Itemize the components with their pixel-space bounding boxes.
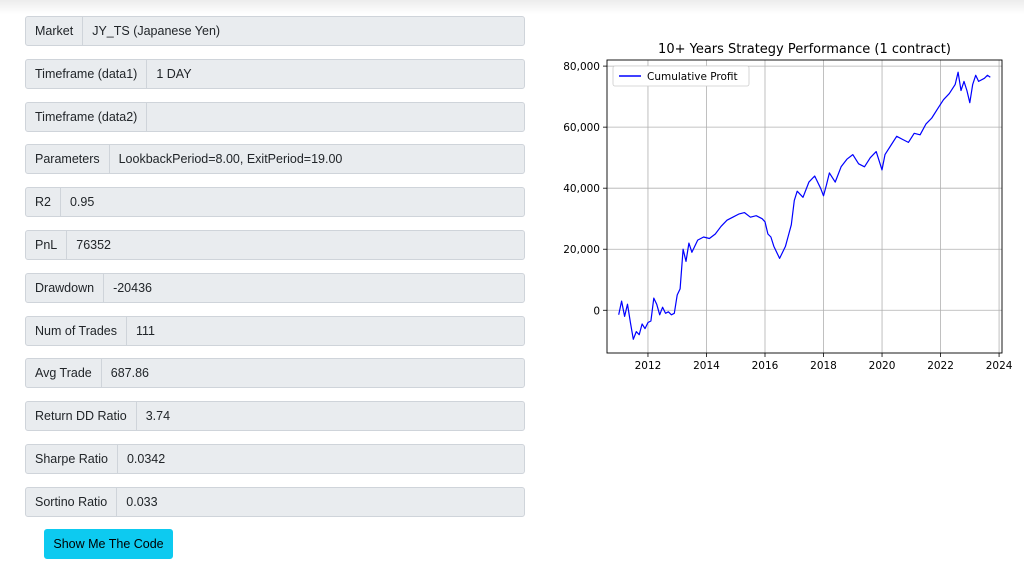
field-label: Return DD Ratio	[26, 402, 137, 431]
field-value: 1 DAY	[156, 66, 192, 81]
field-value: 111	[135, 323, 155, 338]
field-market: Market JY_TS (Japanese Yen)	[25, 16, 525, 46]
y-tick-label: 40,000	[563, 183, 600, 195]
field-value: 76352	[76, 237, 112, 252]
field-label: Timeframe (data2)	[26, 102, 148, 131]
legend-label: Cumulative Profit	[647, 71, 738, 83]
x-tick-label: 2018	[810, 360, 837, 372]
field-sortino-ratio: Sortino Ratio 0.033	[25, 486, 525, 517]
field-timeframe-data1: Timeframe (data1) 1 DAY	[25, 58, 525, 89]
y-tick-label: 80,000	[563, 61, 600, 73]
series-line-0	[618, 71, 991, 340]
legend-box	[612, 65, 750, 87]
field-timeframe-data2: Timeframe (data2)	[25, 101, 525, 132]
x-tick-label: 2012	[635, 360, 662, 372]
field-label: Num of Trades	[26, 316, 127, 345]
field-label: Sharpe Ratio	[26, 444, 118, 473]
top-shadow	[0, 0, 1024, 14]
field-value: 0.0342	[126, 451, 166, 466]
chart-title: 10+ Years Strategy Performance (1 contra…	[658, 42, 951, 57]
performance-chart: 10+ Years Strategy Performance (1 contra…	[563, 42, 1013, 372]
plot-frame	[606, 59, 1003, 354]
x-tick-label: 2020	[869, 360, 896, 372]
field-label: Sortino Ratio	[26, 487, 118, 516]
field-r2: R2 0.95	[25, 187, 525, 218]
field-label: Timeframe (data1)	[26, 59, 148, 88]
x-tick-label: 2016	[752, 360, 779, 372]
field-value: LookbackPeriod=8.00, ExitPeriod=19.00	[118, 152, 343, 167]
x-tick-label: 2022	[927, 360, 954, 372]
y-tick-label: 60,000	[563, 122, 600, 134]
field-value: 687.86	[110, 366, 149, 381]
field-pnl: PnL 76352	[25, 229, 525, 260]
metrics-panel: Market JY_TS (Japanese Yen) Timeframe (dat…	[25, 16, 525, 530]
field-value: JY_TS (Japanese Yen)	[92, 24, 221, 38]
field-value: -20436	[113, 280, 152, 295]
field-label: Avg Trade	[26, 359, 102, 388]
field-num-of-trades: Num of Trades 111	[25, 315, 525, 346]
y-tick-label: 20,000	[563, 244, 600, 256]
field-label: Drawdown	[26, 273, 105, 302]
field-label: Parameters	[26, 145, 110, 174]
field-label: R2	[26, 188, 61, 217]
field-sharpe-ratio: Sharpe Ratio 0.0342	[25, 443, 525, 474]
show-code-button[interactable]: Show Me The Code	[44, 529, 173, 559]
field-parameters: Parameters LookbackPeriod=8.00, ExitPerio…	[25, 144, 525, 175]
field-drawdown: Drawdown -20436	[25, 272, 525, 303]
x-tick-label: 2024	[986, 360, 1013, 372]
x-tick-label: 2014	[693, 360, 720, 372]
field-label: Market	[26, 17, 84, 45]
field-value	[147, 103, 524, 131]
field-label: PnL	[26, 230, 68, 259]
field-value: 0.033	[126, 494, 158, 509]
field-return-dd-ratio: Return DD Ratio 3.74	[25, 401, 525, 432]
field-avg-trade: Avg Trade 687.86	[25, 358, 525, 389]
field-value: 0.95	[69, 195, 95, 210]
field-value: 3.74	[145, 409, 171, 424]
y-tick-label: 0	[593, 305, 600, 317]
